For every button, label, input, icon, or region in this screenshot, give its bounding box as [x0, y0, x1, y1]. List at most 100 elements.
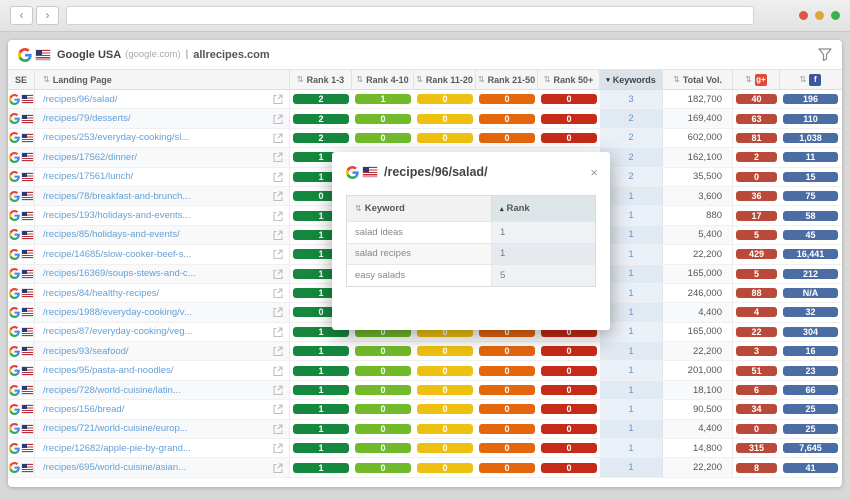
external-link-icon[interactable]: [273, 385, 283, 396]
rank-11-20-cell: 0: [414, 420, 476, 438]
rank-badge: 0: [355, 326, 411, 337]
external-link-icon[interactable]: [273, 366, 283, 376]
keywords-count-link[interactable]: 1: [600, 264, 663, 283]
external-link-icon[interactable]: [273, 230, 283, 240]
address-bar[interactable]: [66, 6, 754, 25]
keywords-count-link[interactable]: 1: [600, 400, 663, 419]
external-link-icon[interactable]: [273, 307, 283, 318]
se-cell: [8, 167, 35, 186]
close-icon[interactable]: ×: [590, 164, 598, 180]
keywords-count-link[interactable]: 1: [600, 458, 663, 477]
keywords-count-link[interactable]: 1: [600, 361, 663, 380]
keywords-count-link[interactable]: 1: [600, 245, 663, 264]
se-cell: [8, 458, 35, 477]
external-link-icon[interactable]: [273, 152, 283, 163]
header-se[interactable]: SE: [8, 70, 35, 89]
keywords-count-link[interactable]: 1: [600, 186, 663, 206]
header-facebook[interactable]: ⇅ f: [780, 70, 841, 89]
external-link-icon[interactable]: [273, 288, 283, 299]
external-link-icon[interactable]: [273, 249, 283, 260]
table-row: /recipes/156/bread/ 1 0 0 0 0 1 90,500 3…: [8, 400, 842, 420]
keywords-count-link[interactable]: 1: [600, 225, 663, 245]
sort-desc-icon: ▾: [606, 76, 610, 84]
modal-header-rank[interactable]: ▴ Rank: [491, 196, 595, 221]
header-rank-21-50[interactable]: ⇅ Rank 21-50: [476, 70, 538, 89]
header-keywords[interactable]: ▾ Keywords: [600, 70, 663, 89]
modal-header-keyword[interactable]: ⇅ Keyword: [347, 196, 492, 221]
keywords-count-link[interactable]: 3: [600, 90, 663, 109]
rank-21-50-cell: 0: [476, 420, 538, 438]
facebook-cell: 11: [780, 148, 841, 166]
rank-1-3-cell: 1: [290, 458, 352, 476]
keywords-count-link[interactable]: 1: [600, 342, 663, 361]
browser-forward-button[interactable]: ›: [36, 6, 59, 25]
landing-page-link[interactable]: /recipes/721/world-cuisine/europ...: [43, 423, 188, 435]
external-link-icon[interactable]: [273, 346, 283, 357]
keywords-count-link[interactable]: 1: [600, 419, 663, 439]
keywords-count-link[interactable]: 2: [600, 148, 663, 167]
google-plus-cell: 3: [733, 342, 780, 360]
keywords-count-link[interactable]: 2: [600, 167, 663, 186]
keywords-count-link[interactable]: 2: [600, 109, 663, 128]
external-link-icon[interactable]: [273, 269, 283, 279]
landing-page-link[interactable]: /recipes/87/everyday-cooking/veg...: [43, 326, 193, 338]
landing-page-link[interactable]: /recipes/695/world-cuisine/asian...: [43, 462, 187, 474]
keywords-count-link[interactable]: 1: [600, 380, 663, 400]
landing-page-link[interactable]: /recipes/253/everyday-cooking/sl...: [43, 132, 190, 144]
keywords-count-link[interactable]: 1: [600, 439, 663, 458]
header-total-volume[interactable]: ⇅ Total Vol.: [663, 70, 733, 89]
external-link-icon[interactable]: [273, 114, 283, 124]
landing-page-link[interactable]: /recipes/84/healthy-recipes/: [43, 287, 160, 299]
landing-page-link[interactable]: /recipes/79/desserts/: [43, 113, 131, 125]
external-link-icon[interactable]: [273, 94, 283, 105]
close-window-dot[interactable]: [799, 11, 808, 20]
rank-badge: 0: [541, 462, 597, 473]
facebook-badge: 304: [783, 326, 838, 337]
external-link-icon[interactable]: [273, 404, 283, 415]
us-flag-icon: [22, 308, 33, 317]
project-header: Google USA (google.com) | allrecipes.com: [8, 40, 842, 70]
keywords-count-link[interactable]: 1: [600, 206, 663, 225]
external-link-icon[interactable]: [273, 443, 283, 454]
landing-page-link[interactable]: /recipes/16369/soups-stews-and-c...: [43, 268, 196, 280]
external-link-icon[interactable]: [273, 327, 283, 337]
landing-page-link[interactable]: /recipe/12682/apple-pie-by-grand...: [43, 442, 191, 454]
landing-page-link[interactable]: /recipes/95/pasta-and-noodles/: [43, 365, 174, 377]
keywords-count-link[interactable]: 1: [600, 283, 663, 303]
landing-page-link[interactable]: /recipes/17561/lunch/: [43, 171, 134, 183]
minimize-window-dot[interactable]: [815, 11, 824, 20]
maximize-window-dot[interactable]: [831, 11, 840, 20]
landing-page-link[interactable]: /recipes/1988/everyday-cooking/v...: [43, 306, 192, 318]
external-link-icon[interactable]: [273, 133, 283, 143]
rank-50-plus-cell: 0: [538, 458, 600, 476]
landing-page-link[interactable]: /recipes/78/breakfast-and-brunch...: [43, 190, 191, 202]
external-link-icon[interactable]: [273, 463, 283, 473]
landing-page-link[interactable]: /recipes/93/seafood/: [43, 345, 129, 357]
keywords-count-link[interactable]: 1: [600, 322, 663, 342]
header-rank-50-plus[interactable]: ⇅ Rank 50+: [538, 70, 600, 89]
rank-4-10-cell: 0: [352, 439, 414, 457]
landing-page-link[interactable]: /recipes/156/bread/: [43, 403, 125, 415]
se-cell: [8, 342, 35, 361]
filter-icon[interactable]: [818, 48, 832, 61]
keywords-count-link[interactable]: 2: [600, 128, 663, 148]
landing-page-link[interactable]: /recipes/728/world-cuisine/latin...: [43, 384, 181, 396]
keywords-count-link[interactable]: 1: [600, 303, 663, 322]
header-rank-11-20[interactable]: ⇅ Rank 11-20: [414, 70, 476, 89]
browser-back-button[interactable]: ‹: [10, 6, 33, 25]
external-link-icon[interactable]: [273, 172, 283, 182]
external-link-icon[interactable]: [273, 191, 283, 202]
external-link-icon[interactable]: [273, 424, 283, 434]
header-landing-page[interactable]: ⇅ Landing Page: [35, 70, 290, 89]
landing-page-link[interactable]: /recipe/14685/slow-cooker-beef-s...: [43, 248, 192, 260]
landing-page-link[interactable]: /recipes/85/holidays-and-events/: [43, 229, 180, 241]
header-rank-1-3[interactable]: ⇅ Rank 1-3: [290, 70, 352, 89]
landing-page-link[interactable]: /recipes/193/holidays-and-events...: [43, 210, 191, 222]
rank-4-10-cell: 0: [352, 323, 414, 341]
header-google-plus[interactable]: ⇅ g+: [733, 70, 780, 89]
header-rank-4-10[interactable]: ⇅ Rank 4-10: [352, 70, 414, 89]
landing-page-link[interactable]: /recipes/96/salad/: [43, 93, 118, 105]
landing-page-link[interactable]: /recipes/17562/dinner/: [43, 151, 138, 163]
rank-badge: 0: [479, 404, 535, 415]
external-link-icon[interactable]: [273, 210, 283, 221]
